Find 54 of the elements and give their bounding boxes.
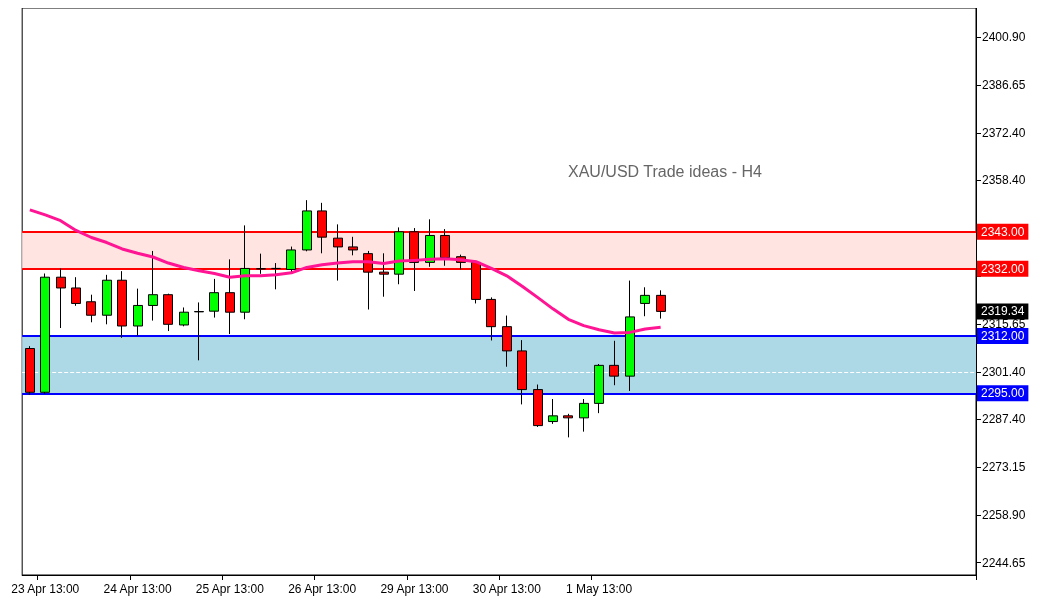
text: XAU/USD Trade ideas - H4 <box>568 162 762 180</box>
candlestick <box>71 276 81 307</box>
candlestick <box>609 340 619 386</box>
candlestick <box>286 246 296 274</box>
line-series <box>28 208 663 335</box>
candlestick <box>486 296 496 341</box>
candlestick <box>163 293 173 332</box>
candlestick <box>40 273 50 395</box>
candlestick <box>625 280 635 392</box>
x-tick-label: 25 Apr 13:00 <box>195 582 265 596</box>
ref-line-label: 2312.00 <box>981 329 1025 344</box>
candlestick <box>594 363 604 414</box>
y-tick-label: 2400.90 <box>982 29 1026 44</box>
candlestick <box>548 398 558 425</box>
candlestick <box>348 236 358 256</box>
candlestick <box>533 384 543 428</box>
y-tick-label: 2372.40 <box>982 125 1026 140</box>
candlestick <box>133 288 143 337</box>
y-tick-label: 2258.90 <box>982 507 1026 522</box>
x-tick-label: 30 Apr 13:00 <box>472 582 542 596</box>
candlestick <box>579 398 589 433</box>
candlestick <box>517 339 527 405</box>
candlestick <box>102 274 112 325</box>
candlestick <box>563 413 573 438</box>
candlestick <box>240 224 250 320</box>
candlestick <box>148 250 158 322</box>
x-tick-label: 26 Apr 13:00 <box>288 582 357 596</box>
candlestick <box>502 315 512 368</box>
y-tick-label: 2301.40 <box>982 364 1026 379</box>
y-tick-label: 2244.65 <box>982 555 1026 570</box>
candlestick <box>209 278 219 319</box>
text: 2319.34 <box>981 304 1025 319</box>
candlestick <box>656 289 666 320</box>
candlestick <box>25 345 35 396</box>
y-tick-label: 2386.65 <box>982 77 1026 92</box>
x-tick-label: 23 Apr 13:00 <box>11 582 80 596</box>
y-tick-label: 2287.40 <box>982 411 1026 426</box>
ref-line-label: 2295.00 <box>981 386 1025 401</box>
y-tick-label: 2358.40 <box>982 172 1026 187</box>
x-tick-label: 1 May 13:00 <box>566 582 633 596</box>
candlestick <box>302 199 312 252</box>
candlestick <box>256 253 266 275</box>
candlestick <box>640 286 650 317</box>
ref-line-label: 2332.00 <box>981 261 1025 276</box>
candlestick <box>86 294 96 323</box>
y-tick-label: 2273.15 <box>982 459 1026 474</box>
candlestick <box>271 262 281 290</box>
candlestick <box>194 301 204 361</box>
y-tick-label: 2315.65 <box>982 316 1026 331</box>
x-tick-label: 29 Apr 13:00 <box>380 582 449 596</box>
x-tick-label: 24 Apr 13:00 <box>103 582 172 596</box>
ref-line-label: 2343.00 <box>981 224 1025 239</box>
candlestick <box>394 226 404 285</box>
candlestick <box>179 306 189 327</box>
